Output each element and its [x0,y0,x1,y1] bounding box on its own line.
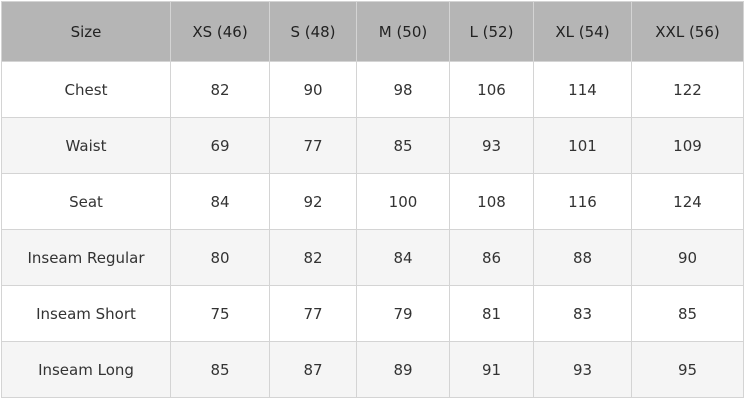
table-cell: 124 [631,173,744,230]
table-cell: 93 [533,341,632,398]
table-cell: 85 [631,285,744,342]
header-cell: S (48) [269,1,357,62]
table-cell: 92 [269,173,357,230]
table-cell: 101 [533,117,632,174]
row-label: Chest [1,61,171,118]
table-row: Seat 84 92 100 108 116 124 [1,173,744,230]
table-cell: 98 [356,61,450,118]
table-cell: 86 [449,229,534,286]
table-cell: 85 [356,117,450,174]
table-cell: 95 [631,341,744,398]
table-cell: 87 [269,341,357,398]
table-body: Chest 82 90 98 106 114 122 Waist 69 77 85 93 101 109 S… [1,61,744,398]
header-row: Size XS (46) S (48) M (50) L (52) XL (54) XXL … [1,1,744,62]
table-cell: 82 [170,61,270,118]
table-cell: 77 [269,117,357,174]
table-cell: 100 [356,173,450,230]
row-label: Inseam Short [1,285,171,342]
table-cell: 81 [449,285,534,342]
table-cell: 82 [269,229,357,286]
header-cell: XS (46) [170,1,270,62]
size-table: Size XS (46) S (48) M (50) L (52) XL (54) XXL … [1,1,744,398]
table-cell: 77 [269,285,357,342]
header-cell: M (50) [356,1,450,62]
table-cell: 91 [449,341,534,398]
table-cell: 90 [269,61,357,118]
table-cell: 85 [170,341,270,398]
table-cell: 88 [533,229,632,286]
table-cell: 90 [631,229,744,286]
row-label: Waist [1,117,171,174]
header-cell: XL (54) [533,1,632,62]
table-cell: 84 [356,229,450,286]
table-cell: 109 [631,117,744,174]
table-cell: 116 [533,173,632,230]
table-cell: 106 [449,61,534,118]
table-cell: 89 [356,341,450,398]
table-row: Waist 69 77 85 93 101 109 [1,117,744,174]
table-row: Inseam Long 85 87 89 91 93 95 [1,341,744,398]
table-cell: 93 [449,117,534,174]
table-cell: 84 [170,173,270,230]
table-cell: 83 [533,285,632,342]
header-cell: XXL (56) [631,1,744,62]
table-cell: 122 [631,61,744,118]
row-label: Inseam Long [1,341,171,398]
table-row: Chest 82 90 98 106 114 122 [1,61,744,118]
table-cell: 108 [449,173,534,230]
table-row: Inseam Short 75 77 79 81 83 85 [1,285,744,342]
table-cell: 114 [533,61,632,118]
header-cell: Size [1,1,171,62]
table-row: Inseam Regular 80 82 84 86 88 90 [1,229,744,286]
table-cell: 75 [170,285,270,342]
row-label: Inseam Regular [1,229,171,286]
table-cell: 69 [170,117,270,174]
table-cell: 80 [170,229,270,286]
table-cell: 79 [356,285,450,342]
row-label: Seat [1,173,171,230]
header-cell: L (52) [449,1,534,62]
